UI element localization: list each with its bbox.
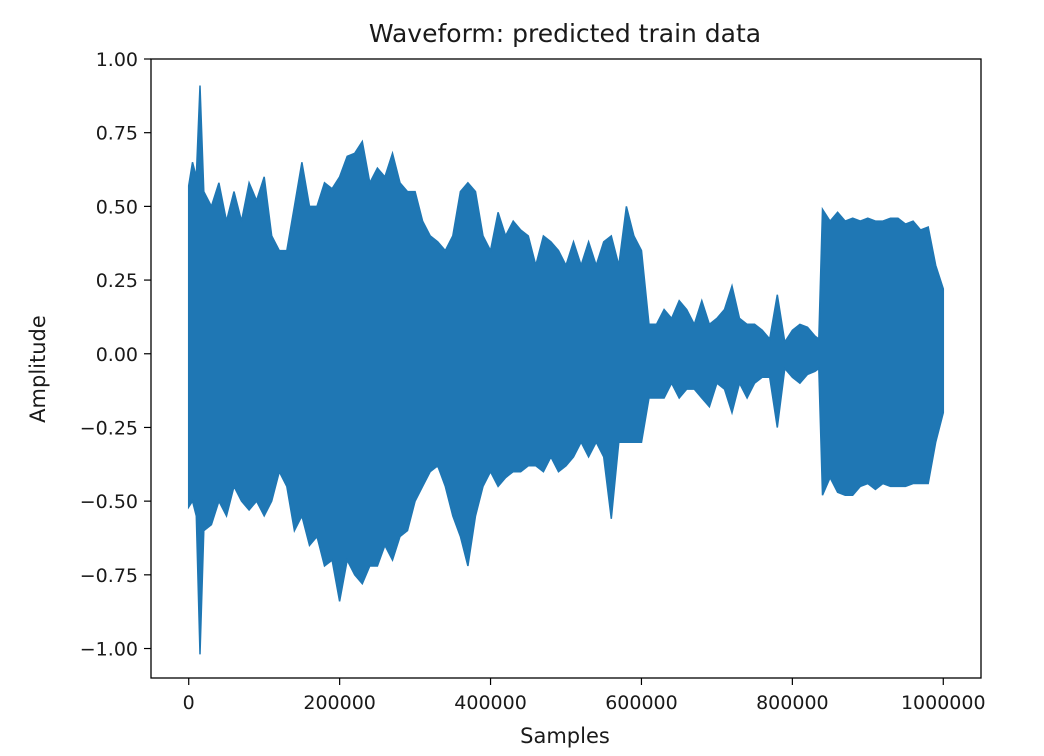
x-tick-label: 1000000 — [901, 692, 986, 714]
y-tick-label: −0.50 — [80, 491, 138, 513]
y-tick-label: −0.25 — [80, 417, 138, 439]
y-axis: 1.00 0.75 0.50 0.25 0.00 −0.25 −0.50 −0.75 −1.00 — [80, 49, 151, 661]
chart-title: Waveform: predicted train data — [369, 19, 761, 48]
y-axis-label: Amplitude — [26, 315, 50, 423]
y-tick-label: 0.75 — [96, 123, 138, 145]
plot-area — [187, 85, 945, 655]
x-tick-label: 400000 — [454, 692, 527, 714]
x-axis-label: Samples — [520, 724, 610, 748]
x-tick-label: 600000 — [605, 692, 678, 714]
y-tick-label: 0.00 — [96, 344, 138, 366]
x-axis: 0 200000 400000 600000 800000 1000000 — [183, 678, 986, 714]
y-tick-label: 1.00 — [96, 49, 138, 71]
waveform-series — [187, 85, 945, 655]
y-tick-label: −0.75 — [80, 565, 138, 587]
y-tick-label: 0.25 — [96, 270, 138, 292]
y-tick-label: −1.00 — [80, 639, 138, 661]
x-tick-label: 800000 — [756, 692, 829, 714]
y-tick-label: 0.50 — [96, 196, 138, 218]
axes-frame — [150, 58, 982, 679]
x-tick-label: 200000 — [303, 692, 376, 714]
x-tick-label: 0 — [183, 692, 195, 714]
